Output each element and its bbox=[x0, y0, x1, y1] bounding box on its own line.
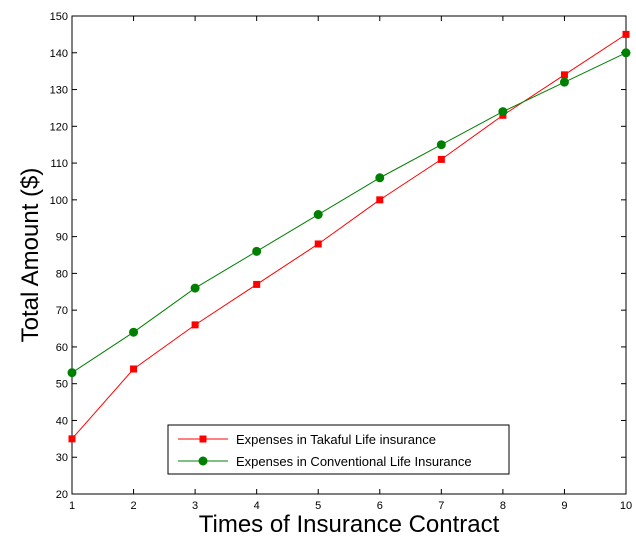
data-point-takaful bbox=[68, 435, 76, 443]
y-tick-label: 80 bbox=[56, 268, 68, 280]
legend-marker-conventional bbox=[198, 456, 208, 466]
x-tick-label: 5 bbox=[315, 500, 321, 512]
legend-label-conventional: Expenses in Conventional Life Insurance bbox=[236, 454, 472, 469]
series-layer bbox=[67, 30, 631, 443]
y-tick-label: 40 bbox=[56, 415, 68, 427]
series-line-1 bbox=[71, 52, 627, 374]
x-tick-label: 3 bbox=[192, 500, 198, 512]
data-point-conventional bbox=[375, 173, 385, 183]
data-point-takaful bbox=[314, 240, 322, 248]
x-tick-label: 9 bbox=[561, 500, 567, 512]
data-point-conventional bbox=[436, 140, 446, 150]
x-axis-title: Times of Insurance Contract bbox=[199, 511, 500, 538]
x-tick-label: 10 bbox=[620, 500, 632, 512]
data-point-takaful bbox=[253, 280, 261, 288]
x-tick-label: 6 bbox=[377, 500, 383, 512]
series-line-0 bbox=[71, 33, 627, 440]
y-tick-label: 120 bbox=[50, 121, 68, 133]
data-point-conventional bbox=[129, 327, 139, 337]
data-point-conventional bbox=[313, 210, 323, 220]
x-axis-ticks: 1 2 3 4 5 6 7 8 9 10 bbox=[69, 16, 632, 512]
x-tick-label: 2 bbox=[130, 500, 136, 512]
data-point-conventional bbox=[621, 48, 631, 58]
data-point-takaful bbox=[437, 155, 445, 163]
y-tick-label: 30 bbox=[56, 452, 68, 464]
data-point-conventional bbox=[67, 368, 77, 378]
data-point-takaful bbox=[560, 71, 568, 79]
data-point-conventional bbox=[190, 283, 200, 293]
legend-marker-takaful bbox=[199, 435, 207, 443]
y-tick-label: 50 bbox=[56, 379, 68, 391]
data-point-takaful bbox=[622, 30, 630, 38]
data-point-conventional bbox=[559, 77, 569, 87]
y-tick-label: 100 bbox=[50, 195, 68, 207]
legend-box bbox=[167, 424, 510, 475]
data-point-conventional bbox=[252, 246, 262, 256]
y-tick-label: 20 bbox=[56, 489, 68, 501]
y-tick-label: 60 bbox=[56, 342, 68, 354]
plot-area bbox=[71, 15, 627, 495]
x-tick-label: 7 bbox=[438, 500, 444, 512]
y-tick-label: 90 bbox=[56, 232, 68, 244]
y-tick-label: 150 bbox=[50, 11, 68, 23]
y-axis-ticks: 20 30 40 50 60 70 80 90 100 110 120 130 140 150 bbox=[50, 11, 626, 501]
y-tick-label: 130 bbox=[50, 85, 68, 97]
legend-label-takaful: Expenses in Takaful Life insurance bbox=[236, 432, 436, 447]
data-point-takaful bbox=[130, 365, 138, 373]
data-point-conventional bbox=[498, 107, 508, 117]
legend: Expenses in Takaful Life insurance Expen… bbox=[167, 424, 510, 475]
y-tick-label: 110 bbox=[50, 158, 68, 170]
x-tick-label: 8 bbox=[500, 500, 506, 512]
y-axis-title: Total Amount ($) bbox=[17, 168, 44, 343]
data-point-takaful bbox=[191, 321, 199, 329]
x-tick-label: 1 bbox=[69, 500, 75, 512]
data-point-takaful bbox=[376, 196, 384, 204]
x-tick-label: 4 bbox=[254, 500, 260, 512]
y-tick-label: 140 bbox=[50, 48, 68, 60]
y-tick-label: 70 bbox=[56, 305, 68, 317]
